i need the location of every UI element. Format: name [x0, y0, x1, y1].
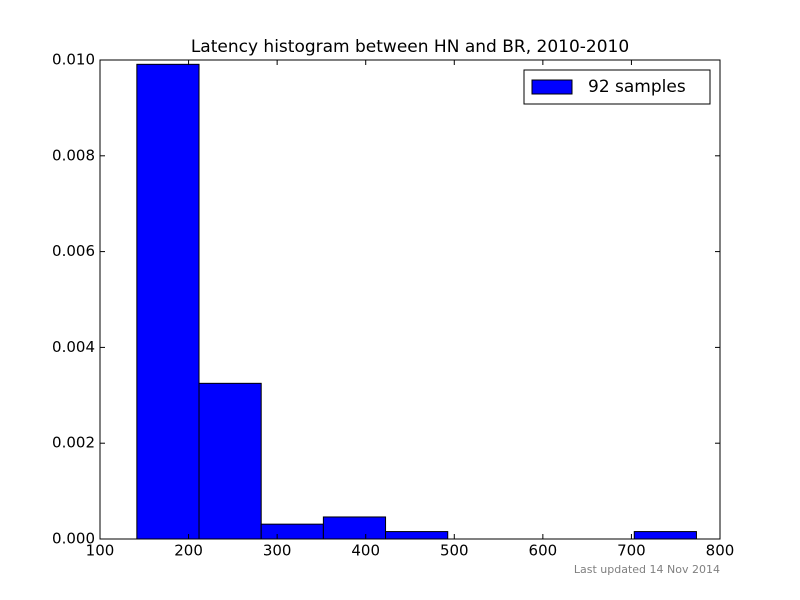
y-tick-label: 0.002	[52, 434, 95, 452]
x-tick-label: 500	[440, 542, 469, 560]
bar	[322, 516, 387, 540]
y-tick-label: 0.000	[52, 530, 95, 548]
x-tick-label: 300	[263, 542, 292, 560]
y-tick-label: 0.006	[52, 242, 95, 260]
y-tick-label: 0.010	[52, 51, 95, 69]
bar	[260, 523, 324, 540]
plot-frame	[99, 59, 721, 540]
x-tick-label: 600	[529, 542, 558, 560]
bar	[198, 382, 262, 540]
bar	[385, 531, 449, 540]
x-tick-label: 200	[174, 542, 203, 560]
footer-note: Last updated 14 Nov 2014	[574, 563, 720, 576]
x-tick-label: 100	[86, 542, 115, 560]
y-tick-label: 0.008	[52, 146, 95, 164]
legend-label: 92 samples	[588, 77, 686, 97]
bar	[633, 531, 697, 540]
bar	[136, 63, 200, 540]
x-tick-label: 800	[706, 542, 735, 560]
x-tick-label: 400	[351, 542, 380, 560]
chart-title: Latency histogram between HN and BR, 201…	[191, 37, 629, 57]
x-tick-label: 700	[617, 542, 646, 560]
legend-swatch	[531, 79, 573, 95]
y-tick-label: 0.004	[52, 338, 95, 356]
